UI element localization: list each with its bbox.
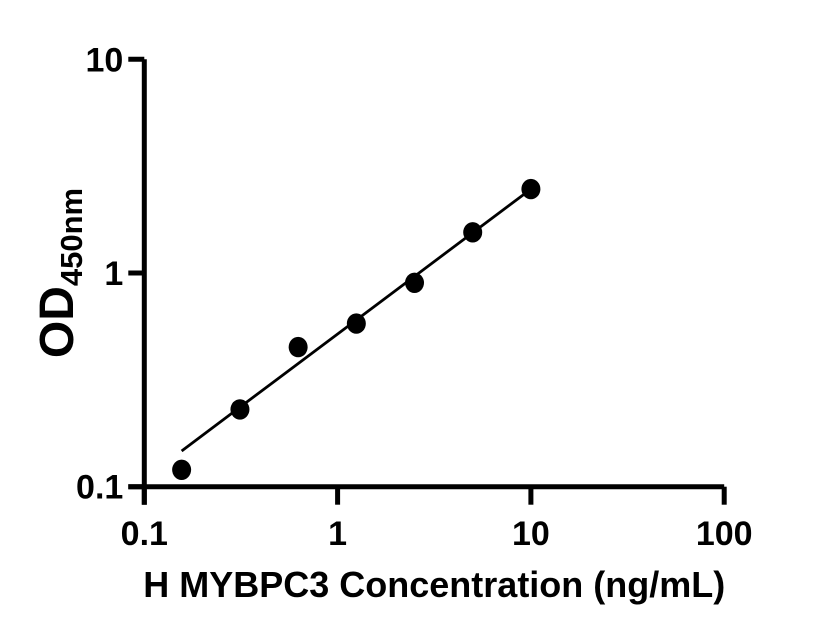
data-point bbox=[463, 222, 483, 243]
x-axis-title: H MYBPC3 Concentration (ng/mL) bbox=[143, 564, 725, 605]
x-tick-label: 0.1 bbox=[121, 515, 168, 553]
x-tick-label: 10 bbox=[512, 515, 550, 553]
y-axis-title-main: OD bbox=[31, 286, 84, 358]
data-point bbox=[172, 459, 192, 480]
y-axis-title-subscript: 450nm bbox=[54, 188, 89, 286]
data-point bbox=[405, 272, 425, 293]
y-tick-label: 0.1 bbox=[76, 469, 123, 507]
data-point bbox=[346, 313, 366, 334]
y-tick-label: 10 bbox=[85, 41, 123, 79]
y-tick-label: 1 bbox=[104, 255, 123, 293]
x-tick-label: 1 bbox=[328, 515, 347, 553]
data-point bbox=[288, 336, 308, 358]
y-axis-title: OD450nm bbox=[31, 188, 89, 358]
x-tick-label: 100 bbox=[696, 515, 753, 553]
data-point bbox=[521, 178, 541, 200]
data-point bbox=[230, 399, 250, 420]
